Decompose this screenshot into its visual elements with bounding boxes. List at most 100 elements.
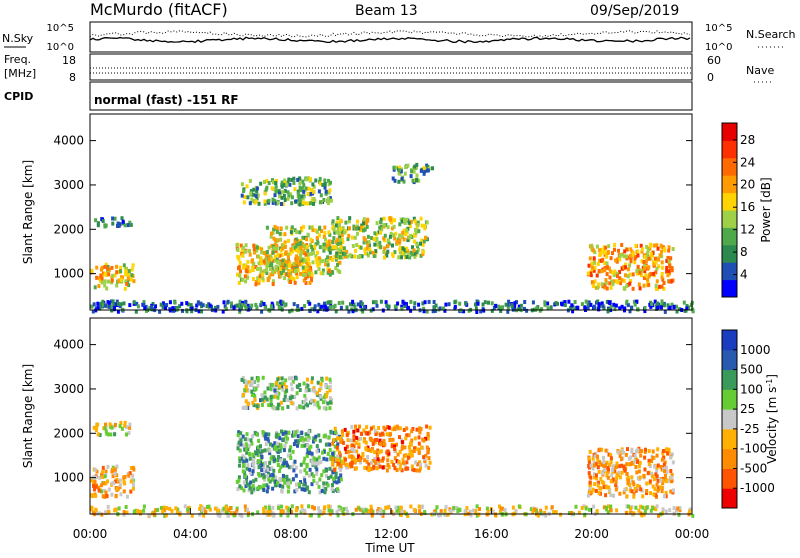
data-cell	[113, 302, 117, 306]
y-tick-label: 1000	[53, 471, 84, 485]
data-cell	[114, 507, 118, 512]
data-cell	[307, 186, 311, 191]
data-cell	[312, 478, 316, 483]
data-cell	[272, 227, 276, 232]
data-cell	[250, 376, 254, 381]
data-cell	[381, 456, 385, 461]
data-cell	[298, 382, 302, 387]
data-cell	[392, 462, 396, 467]
data-cell	[405, 433, 409, 438]
data-cell	[358, 424, 361, 429]
data-cell	[315, 481, 319, 486]
data-cell	[276, 377, 280, 382]
data-cell	[104, 469, 108, 474]
data-cell	[572, 306, 576, 311]
data-cell	[611, 477, 615, 482]
data-cell	[244, 304, 247, 309]
data-cell	[651, 449, 655, 454]
data-cell	[626, 475, 630, 480]
data-cell	[310, 376, 314, 381]
data-cell	[289, 274, 293, 279]
data-cell	[606, 510, 610, 514]
data-cell	[603, 285, 607, 290]
data-cell	[286, 180, 290, 185]
data-cell	[394, 505, 398, 510]
data-cell	[119, 265, 123, 270]
data-cell	[254, 450, 257, 455]
data-cell	[145, 308, 148, 313]
data-cell	[395, 459, 399, 464]
data-cell	[119, 302, 123, 307]
data-cell	[298, 242, 302, 246]
data-cell	[314, 270, 318, 275]
data-cell	[270, 466, 274, 471]
data-cell	[161, 305, 165, 310]
data-cell	[458, 301, 462, 306]
data-cell	[358, 244, 361, 249]
data-cell	[317, 484, 321, 489]
data-cell	[265, 397, 269, 402]
data-cell	[249, 191, 253, 196]
power-colorbar-tick-label: 12	[740, 223, 755, 237]
data-cell	[299, 271, 302, 276]
data-cell	[522, 306, 526, 311]
data-cell	[314, 461, 317, 466]
data-cell	[413, 232, 417, 237]
data-cell	[269, 234, 273, 239]
data-cell	[290, 395, 294, 399]
data-cell	[657, 486, 661, 491]
data-cell	[227, 513, 231, 518]
data-cell	[387, 465, 391, 470]
data-cell	[643, 254, 647, 259]
data-cell	[676, 506, 680, 511]
data-cell	[629, 279, 633, 283]
data-cell	[605, 261, 609, 266]
data-cell	[311, 182, 315, 187]
data-cell	[315, 467, 319, 472]
data-cell	[304, 388, 308, 393]
data-cell	[660, 249, 663, 254]
data-cell	[107, 272, 111, 277]
data-cell	[325, 457, 329, 462]
data-cell	[276, 252, 280, 257]
data-cell	[100, 489, 103, 494]
data-cell	[277, 449, 281, 454]
data-cell	[320, 489, 324, 493]
velocity-colorbar-swatch	[722, 330, 737, 351]
data-cell	[597, 302, 601, 307]
data-cell	[238, 463, 241, 468]
data-cell	[90, 478, 94, 483]
data-cell	[284, 460, 288, 465]
data-cell	[94, 218, 98, 223]
data-cell	[422, 306, 426, 311]
data-cell	[563, 300, 567, 305]
data-cell	[655, 243, 659, 248]
data-cell	[353, 254, 357, 259]
data-cell	[284, 430, 288, 435]
data-cell	[326, 255, 330, 260]
data-cell	[546, 301, 550, 306]
power-colorbar-swatch	[722, 279, 737, 298]
data-cell	[139, 509, 143, 514]
data-cell	[374, 432, 378, 437]
data-cell	[312, 189, 316, 194]
data-cell	[251, 469, 255, 474]
data-cell	[345, 444, 349, 449]
data-cell	[134, 510, 138, 515]
data-cell	[319, 271, 323, 276]
data-cell	[262, 474, 266, 479]
data-cell	[671, 247, 675, 251]
data-cell	[242, 462, 246, 467]
data-cell	[248, 456, 252, 461]
data-cell	[259, 181, 263, 186]
data-cell	[357, 444, 361, 449]
data-cell	[147, 513, 151, 518]
data-cell	[107, 267, 111, 272]
data-cell	[300, 443, 304, 448]
data-cell	[307, 504, 311, 509]
data-cell	[482, 308, 486, 313]
data-cell	[660, 299, 664, 304]
data-cell	[263, 434, 267, 439]
data-cell	[282, 461, 286, 466]
data-cell	[614, 487, 618, 492]
